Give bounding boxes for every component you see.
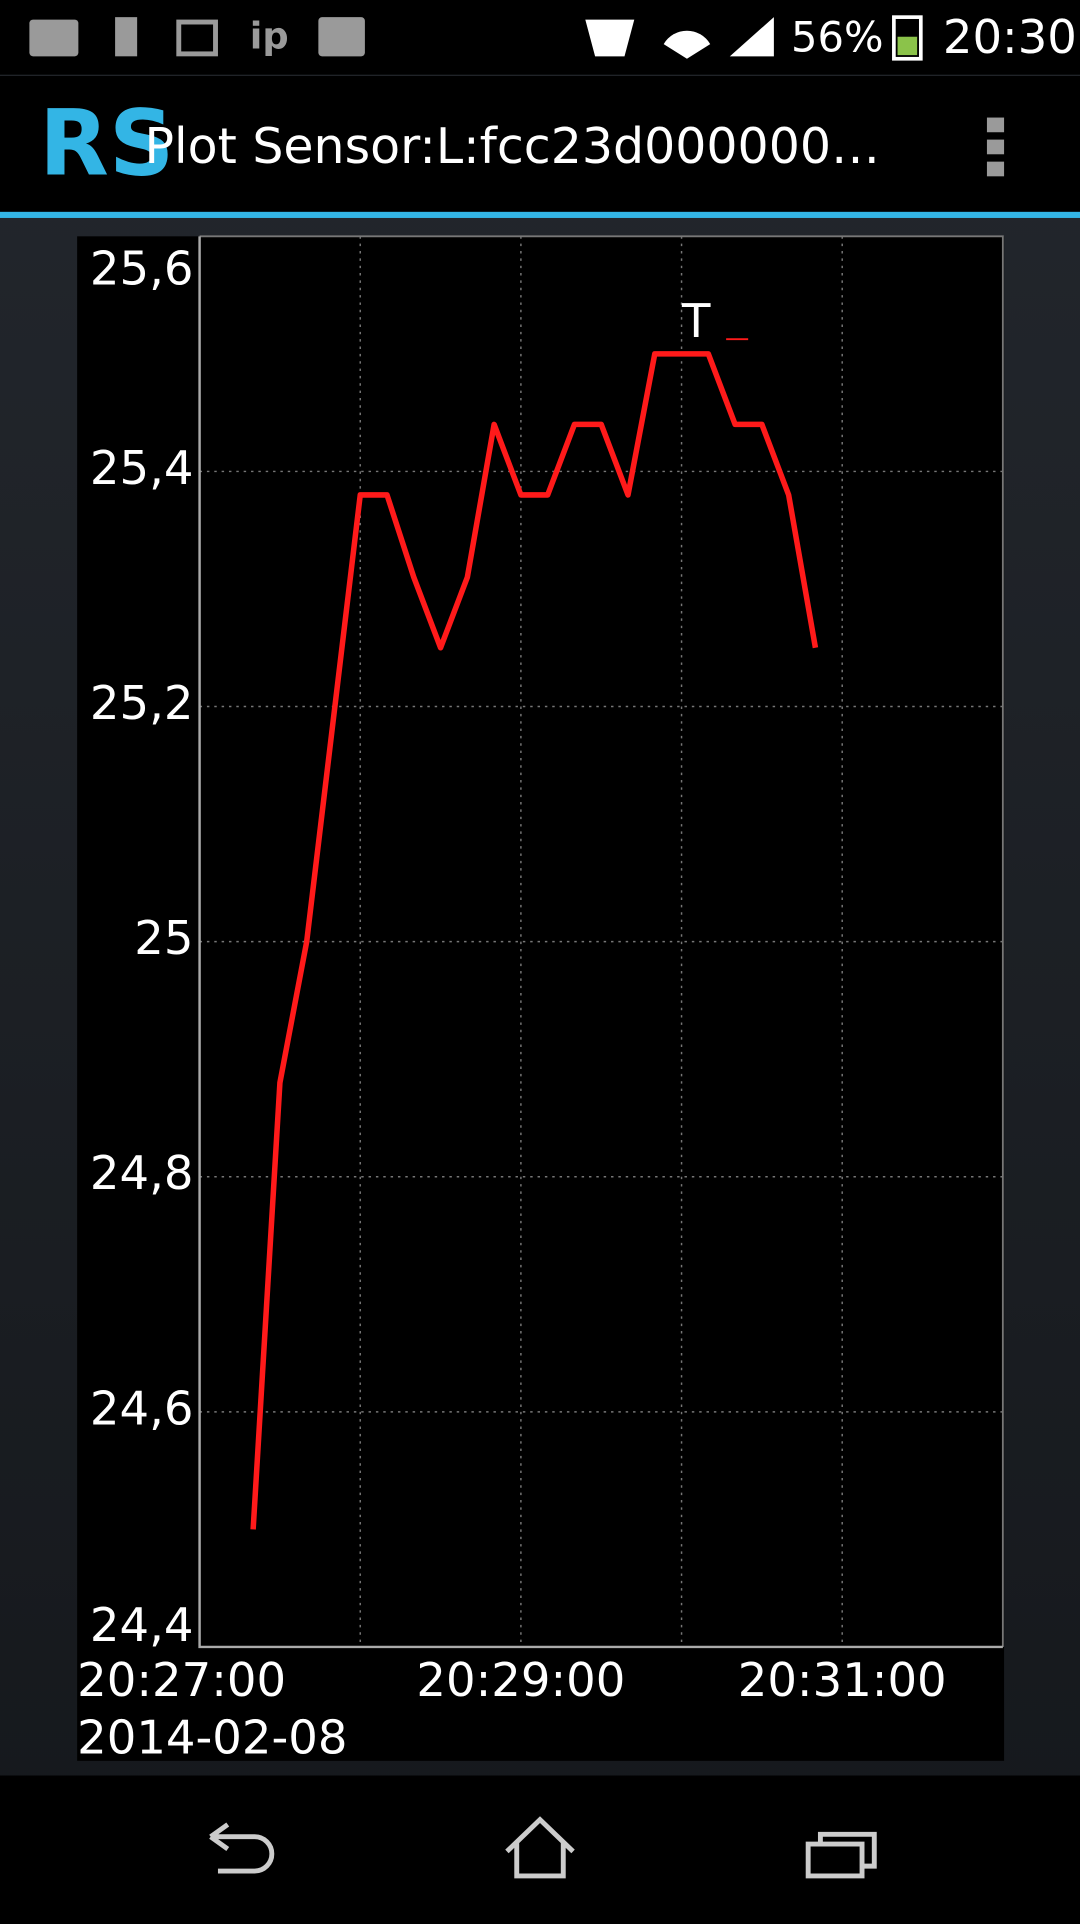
nfc-icon bbox=[585, 19, 635, 57]
mail-icon bbox=[29, 19, 79, 57]
store-icon bbox=[318, 17, 365, 57]
x-tick-label: 20:27:00 bbox=[77, 1653, 286, 1707]
menu-dot bbox=[986, 139, 1005, 155]
chart: 24,4 24,6 24,8 25 25,2 25,4 25,6 20:27:00 20:29:… bbox=[77, 235, 1004, 1765]
action-bar-divider bbox=[0, 211, 1080, 218]
screen-icon bbox=[176, 19, 218, 57]
home-button[interactable] bbox=[505, 1816, 575, 1879]
axis-line bbox=[198, 236, 1003, 1649]
x-date-label: 2014-02-08 bbox=[77, 1711, 347, 1765]
ip-icon: ip bbox=[250, 14, 289, 57]
recents-button[interactable] bbox=[805, 1831, 877, 1879]
back-button[interactable] bbox=[209, 1822, 275, 1874]
x-tick-label: 20:29:00 bbox=[416, 1653, 625, 1707]
menu-dot bbox=[986, 161, 1005, 177]
y-tick-label: 24,8 bbox=[90, 1146, 194, 1200]
y-tick-label: 24,4 bbox=[90, 1598, 194, 1652]
battery-text: 56% bbox=[791, 12, 884, 61]
overflow-menu[interactable] bbox=[986, 117, 1005, 177]
usb-icon bbox=[115, 17, 138, 57]
y-tick-label: 25,2 bbox=[90, 676, 194, 730]
menu-dot bbox=[986, 117, 1005, 133]
battery-icon bbox=[892, 15, 923, 61]
app-logo: RS bbox=[39, 91, 174, 196]
plot-frame bbox=[199, 235, 1004, 1647]
status-bar bbox=[0, 0, 1080, 75]
nav-buttons bbox=[209, 1816, 877, 1879]
app-title: Plot Sensor:L:fcc23d000000… bbox=[144, 118, 880, 175]
nav-bar bbox=[0, 1775, 1080, 1920]
y-tick-label: 25,4 bbox=[90, 441, 194, 495]
wifi-icon bbox=[663, 30, 711, 59]
x-tick-label: 20:31:00 bbox=[738, 1653, 947, 1707]
y-tick-label: 24,6 bbox=[90, 1381, 194, 1435]
action-bar bbox=[0, 75, 1080, 214]
y-tick-label: 25,6 bbox=[90, 241, 194, 295]
legend-label: T bbox=[681, 294, 711, 348]
data-line bbox=[250, 351, 819, 1530]
chart-background bbox=[77, 236, 1005, 1761]
battery-level bbox=[897, 36, 918, 56]
notification-icons bbox=[29, 17, 365, 57]
clock: 20:30 bbox=[943, 10, 1077, 64]
y-tick-label: 25 bbox=[134, 911, 193, 965]
